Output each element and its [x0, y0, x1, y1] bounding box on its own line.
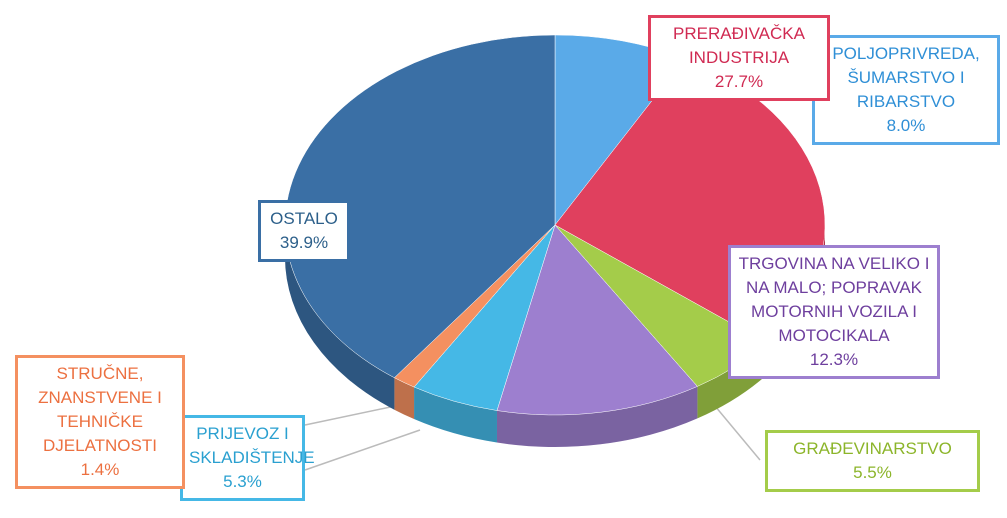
data-label: POLJOPRIVREDA, ŠUMARSTVO I RIBARSTVO 8.0% — [812, 35, 1000, 145]
data-label: PRIJEVOZ I SKLADIŠTENJE 5.3% — [180, 415, 315, 501]
slice-side-group — [414, 387, 497, 443]
slice-side — [285, 225, 395, 410]
slice-side-group — [496, 386, 698, 447]
data-label: TRGOVINA NA VELIKO I NA MALO; POPRAVAK M… — [728, 245, 940, 379]
label-name: PRIJEVOZ I SKLADIŠTENJE — [189, 424, 315, 467]
data-label: STRUČNE, ZNANSTVENE I TEHNIČKE DJELATNOS… — [15, 355, 185, 489]
leader-line — [709, 399, 761, 461]
label-value: 8.0% — [886, 116, 926, 135]
label-value: 5.3% — [223, 472, 262, 491]
slice-side-shade — [496, 386, 698, 447]
slice-side-shade — [285, 225, 395, 410]
label-name: PRERAĐIVAČKA INDUSTRIJA — [673, 24, 805, 67]
label-value: 5.5% — [853, 463, 892, 482]
data-label: GRAĐEVINARSTVO 5.5% — [765, 430, 980, 492]
leader-line — [304, 404, 401, 426]
label-name: GRAĐEVINARSTVO — [793, 439, 952, 458]
slice-side-shade — [414, 387, 497, 443]
data-label: PRERAĐIVAČKA INDUSTRIJA 27.7% — [648, 15, 830, 101]
slice-side-shade — [394, 377, 415, 420]
leader-line — [304, 429, 421, 471]
label-name: OSTALO — [270, 209, 338, 228]
slice — [496, 224, 698, 416]
label-name: TRGOVINA NA VELIKO I NA MALO; POPRAVAK M… — [738, 254, 930, 345]
leader-lines — [304, 399, 761, 471]
label-name: POLJOPRIVREDA, ŠUMARSTVO I RIBARSTVO — [832, 44, 980, 111]
label-value: 27.7% — [714, 72, 764, 91]
label-name: STRUČNE, ZNANSTVENE I TEHNIČKE DJELATNOS… — [38, 364, 162, 455]
slice-side — [414, 387, 497, 443]
slice-side-group — [394, 377, 415, 420]
label-value: 1.4% — [80, 460, 120, 479]
slice — [284, 34, 556, 379]
label-value: 39.9% — [279, 233, 329, 252]
label-value: 12.3% — [809, 350, 859, 369]
slice-side-group — [285, 225, 395, 410]
slice-side — [496, 386, 698, 447]
data-label: OSTALO 39.9% — [258, 200, 350, 262]
slice-side — [394, 377, 415, 420]
